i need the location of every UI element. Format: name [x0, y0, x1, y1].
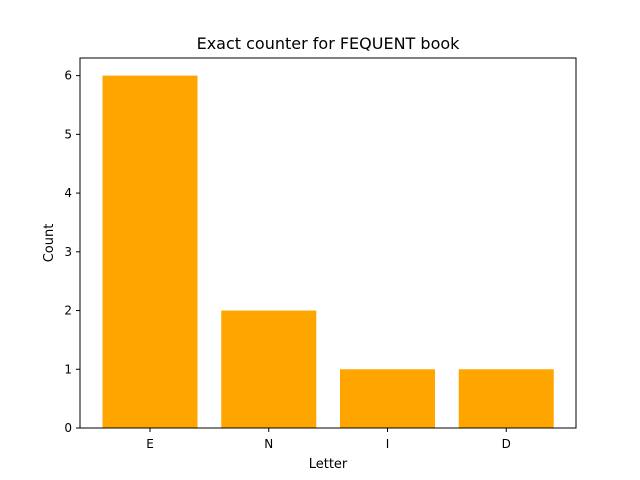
plot-area-frame — [79, 57, 577, 429]
bar-d — [458, 369, 554, 428]
x-tick-label: E — [146, 437, 154, 451]
y-tick-label: 0 — [64, 421, 72, 435]
bars-group — [102, 75, 554, 429]
x-tick-label: N — [264, 437, 273, 451]
y-axis-ticks: 0 1 2 3 4 5 6 — [64, 69, 80, 435]
x-tick-label: I — [386, 437, 390, 451]
y-tick-label: 1 — [64, 362, 72, 376]
y-tick-label: 3 — [64, 245, 72, 259]
y-tick-label: 4 — [64, 186, 72, 200]
y-tick-label: 2 — [64, 304, 72, 318]
y-axis-label: Count — [42, 224, 57, 263]
bar-i — [340, 369, 435, 428]
bar-n — [221, 310, 317, 428]
x-axis-label: Letter — [309, 457, 348, 472]
x-tick-label: D — [502, 437, 511, 451]
chart-title: Exact counter for FEQUENT book — [197, 34, 461, 53]
y-tick-label: 6 — [64, 69, 72, 83]
y-tick-label: 5 — [64, 127, 72, 141]
bar-e — [102, 75, 198, 429]
